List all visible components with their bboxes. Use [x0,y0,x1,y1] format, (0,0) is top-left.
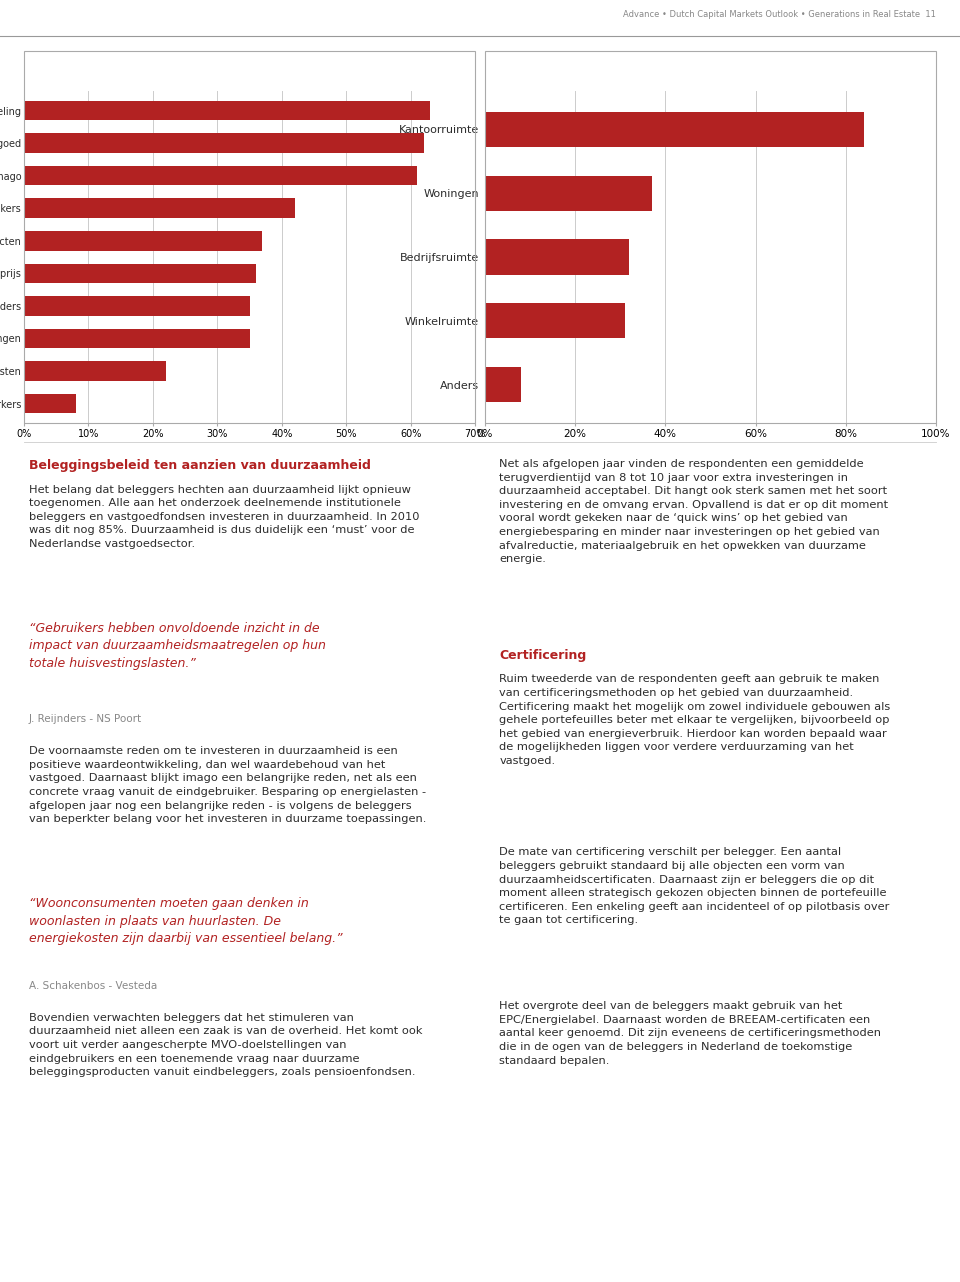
Bar [485,304,625,338]
Bar [485,367,521,403]
Text: “Gebruikers hebben onvoldoende inzicht in de
impact van duurzaamheidsmaatregelen: “Gebruikers hebben onvoldoende inzicht i… [29,622,325,669]
Text: J. Reijnders - NS Poort: J. Reijnders - NS Poort [29,714,142,724]
Text: Net als afgelopen jaar vinden de respondenten een gemiddelde
terugverdientijd va: Net als afgelopen jaar vinden de respond… [499,459,888,564]
Bar [24,133,423,153]
Bar [24,362,166,381]
Text: De mate van certificering verschilt per belegger. Een aantal
beleggers gebruikt : De mate van certificering verschilt per … [499,847,890,926]
Bar [24,264,256,283]
Text: Figuur 9: Toegevoegde waarde duurzaamheid naar sector: Figuur 9: Toegevoegde waarde duurzaamhei… [491,64,852,74]
Bar [24,165,418,186]
Text: Advance • Dutch Capital Markets Outlook • Generations in Real Estate  11: Advance • Dutch Capital Markets Outlook … [623,10,936,19]
Bar [24,231,262,250]
Bar [485,112,864,147]
Bar [24,296,250,315]
Text: Het belang dat beleggers hechten aan duurzaamheid lijkt opnieuw
toegenomen. Alle: Het belang dat beleggers hechten aan duu… [29,485,420,549]
Text: Certificering: Certificering [499,649,587,662]
Text: A. Schakenbos - Vesteda: A. Schakenbos - Vesteda [29,981,157,991]
Bar [485,240,629,274]
Text: Ruim tweederde van de respondenten geeft aan gebruik te maken
van certificerings: Ruim tweederde van de respondenten geeft… [499,674,891,765]
Text: Beleggingsbeleid ten aanzien van duurzaamheid: Beleggingsbeleid ten aanzien van duurzaa… [29,459,371,472]
Text: “Woonconsumenten moeten gaan denken in
woonlasten in plaats van huurlasten. De
e: “Woonconsumenten moeten gaan denken in w… [29,897,343,945]
Text: De voornaamste reden om te investeren in duurzaamheid is een
positieve waardeont: De voornaamste reden om te investeren in… [29,746,426,824]
Bar [24,328,250,349]
Text: Figuur 8: Redenen om te investeren in duurzame ontwikkeling: Figuur 8: Redenen om te investeren in du… [30,64,420,74]
Bar [24,394,76,413]
Bar [24,101,430,121]
Bar [485,176,652,210]
Bar [24,199,295,218]
Text: Het overgrote deel van de beleggers maakt gebruik van het
EPC/Energielabel. Daar: Het overgrote deel van de beleggers maak… [499,1001,881,1065]
Text: Bovendien verwachten beleggers dat het stimuleren van
duurzaamheid niet alleen e: Bovendien verwachten beleggers dat het s… [29,1013,422,1077]
